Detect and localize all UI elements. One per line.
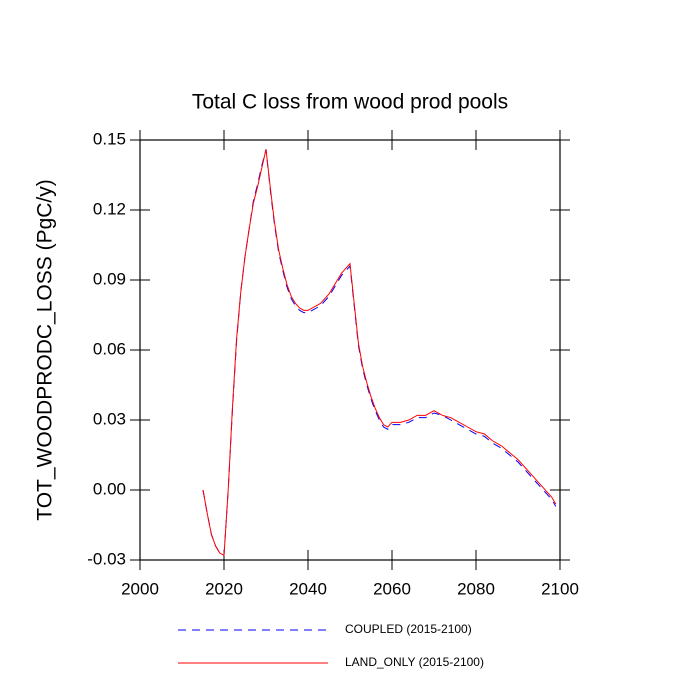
y-tick-label: 0.00 — [93, 479, 126, 498]
plot-frame — [139, 139, 561, 561]
y-tick-label: 0.15 — [93, 129, 126, 148]
y-tick-label: -0.03 — [87, 549, 126, 568]
y-axis-label: TOT_WOODPRODC_LOSS (PgC/y) — [34, 179, 57, 521]
y-tick-label: 0.06 — [93, 339, 126, 358]
y-tick-label: 0.03 — [93, 409, 126, 428]
x-tick-label: 2060 — [373, 579, 411, 598]
series-line — [202, 149, 557, 557]
legend-label: LAND_ONLY (2015-2100) — [345, 655, 484, 669]
x-tick-label: 2080 — [457, 579, 495, 598]
chart-title: Total C loss from wood prod pools — [192, 91, 508, 114]
x-tick-label: 2100 — [541, 579, 579, 598]
x-tick-label: 2040 — [289, 579, 327, 598]
y-tick-label: 0.09 — [93, 269, 126, 288]
y-tick-label: 0.12 — [93, 199, 126, 218]
series-line — [202, 149, 557, 557]
x-tick-label: 2000 — [121, 579, 159, 598]
legend-label: COUPLED (2015-2100) — [345, 622, 472, 636]
x-tick-label: 2020 — [205, 579, 243, 598]
